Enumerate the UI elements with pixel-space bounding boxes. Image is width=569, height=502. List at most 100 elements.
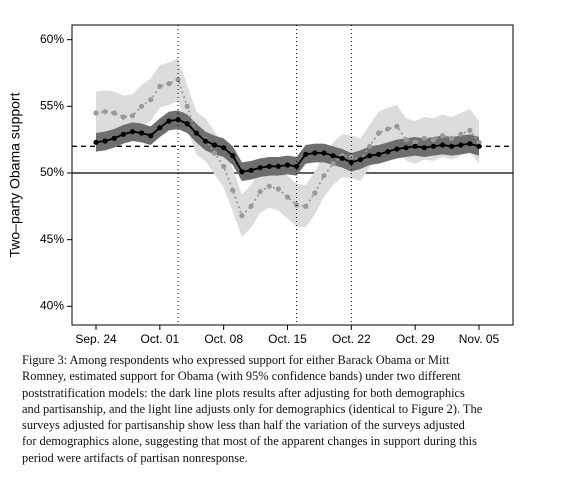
point [412, 143, 418, 149]
point [93, 139, 99, 145]
y-axis-label: Two–party Obama support [7, 92, 23, 257]
x-tick-label: Oct. 29 [396, 332, 435, 345]
point [102, 109, 108, 115]
point [157, 125, 163, 131]
point [339, 155, 345, 161]
point [129, 113, 136, 119]
point [312, 190, 318, 196]
point [439, 133, 446, 139]
point [129, 129, 136, 135]
point [202, 138, 209, 144]
caption-line: surveys adjusted for partisanship show l… [22, 418, 465, 433]
point [321, 150, 327, 156]
point [239, 213, 245, 219]
point [321, 173, 327, 179]
point [102, 138, 108, 144]
point [366, 143, 373, 149]
point [476, 143, 482, 149]
point [166, 81, 172, 87]
point [412, 139, 418, 145]
point [211, 142, 218, 148]
caption: Figure 3: Among respondents who expresse… [22, 352, 562, 466]
point [348, 159, 354, 165]
point [175, 77, 181, 83]
point [421, 135, 427, 141]
point [449, 135, 455, 141]
point [221, 145, 227, 151]
point [430, 143, 437, 149]
point [394, 123, 400, 129]
point [257, 189, 263, 195]
point [458, 131, 464, 137]
caption-line: poststratification models: the dark line… [22, 385, 465, 400]
point [376, 130, 382, 136]
point [257, 165, 263, 171]
y-tick-label: 40% [40, 299, 64, 313]
y-tick-label: 60% [40, 32, 64, 46]
caption-line: period were artifacts of partisan nonres… [22, 450, 248, 465]
point [303, 151, 309, 157]
point [266, 163, 272, 169]
point [266, 183, 272, 189]
point [476, 139, 482, 145]
point [275, 186, 281, 192]
x-tick-label: Oct. 15 [268, 332, 307, 345]
chart: Two–party Obama support 40% 45% 50% 55% 60% S… [7, 24, 514, 345]
point [248, 203, 254, 209]
point [385, 126, 391, 132]
point [148, 133, 154, 139]
point [284, 162, 291, 168]
point [449, 143, 455, 149]
point [421, 145, 427, 151]
point [111, 135, 117, 141]
point [439, 142, 446, 148]
point [120, 114, 126, 120]
point [138, 103, 145, 109]
caption-line: and partisanship, and the light line adj… [22, 401, 483, 416]
caption-line: for demographics alone, suggesting that … [22, 434, 477, 449]
point [275, 163, 281, 169]
x-tick-label: Oct. 01 [140, 332, 179, 345]
point [467, 141, 473, 147]
point [120, 131, 126, 137]
point [394, 146, 400, 152]
point [385, 149, 391, 155]
point [111, 110, 117, 116]
point [230, 187, 236, 193]
point [294, 163, 300, 169]
plot-frame [71, 24, 514, 326]
point [248, 167, 254, 173]
point [330, 161, 336, 167]
x-tick-label: Oct. 08 [204, 332, 243, 345]
point [211, 150, 218, 156]
point [403, 145, 409, 151]
point [467, 127, 473, 133]
point [221, 163, 227, 169]
caption-line: Figure 3: Among respondents who expresse… [22, 353, 450, 367]
point [357, 157, 364, 163]
point [157, 83, 163, 89]
point [303, 203, 309, 209]
point [458, 142, 464, 148]
point [148, 97, 154, 103]
point [193, 130, 199, 136]
y-tick-label: 55% [40, 99, 64, 113]
point [366, 153, 373, 159]
point [330, 153, 336, 159]
point [138, 130, 145, 136]
point [403, 137, 409, 143]
point [430, 137, 437, 143]
y-tick-label: 45% [40, 232, 64, 246]
point [239, 169, 245, 175]
x-tick-label: Oct. 22 [332, 332, 371, 345]
point [284, 194, 291, 200]
caption-line: Romney, estimated support for Obama (wit… [22, 369, 461, 384]
point [175, 117, 181, 123]
point [312, 150, 318, 156]
point [184, 121, 190, 127]
x-tick-label: Nov. 05 [459, 332, 500, 345]
confidence-band [96, 58, 479, 238]
point [376, 151, 382, 157]
point [184, 103, 190, 109]
point [93, 110, 99, 116]
